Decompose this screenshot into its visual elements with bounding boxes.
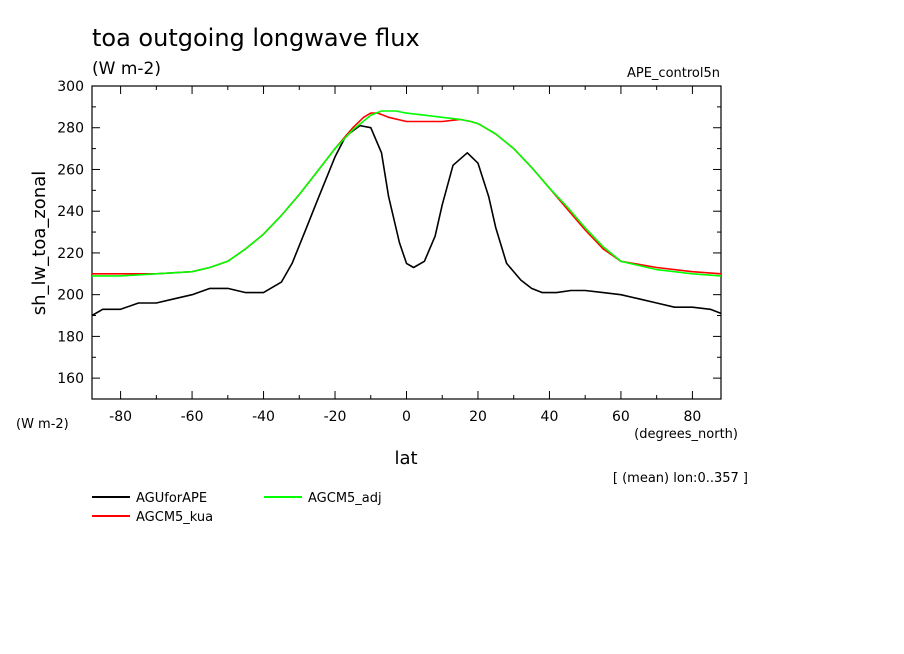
x-tick-label: -60 (181, 409, 204, 425)
x-tick-label: 40 (541, 409, 559, 425)
y-tick-label: 300 (57, 79, 84, 95)
y-tick-label: 260 (57, 162, 84, 178)
x-tick-label: -80 (109, 409, 132, 425)
plot-frame (91, 85, 722, 400)
y-axis-units: (W m-2) (16, 417, 69, 432)
chart-units: (W m-2) (92, 59, 161, 79)
y-tick-label: 200 (57, 288, 84, 304)
chart-title: toa outgoing longwave flux (92, 24, 420, 52)
x-tick-label: 60 (612, 409, 630, 425)
y-tick-label: 220 (57, 246, 84, 262)
series-line-agcm5-adj (92, 110, 722, 277)
averaging-note: [ (mean) lon:0..357 ] (613, 471, 748, 486)
legend-label-aguforape: AGUforAPE (136, 491, 207, 506)
legend-label-agcm5-kua: AGCM5_kua (136, 510, 213, 525)
series-line-agcm5-kua (92, 112, 722, 275)
series-lines (91, 110, 722, 317)
experiment-label: APE_control5n (627, 66, 720, 81)
x-axis-units: (degrees_north) (634, 427, 738, 442)
x-tick-label: 80 (683, 409, 701, 425)
y-tick-label: 240 (57, 204, 84, 220)
x-tick-label: -20 (324, 409, 347, 425)
legend: AGUforAPE AGCM5_kua AGCM5_adj (92, 491, 382, 525)
y-axis-label: sh_lw_toa_zonal (29, 171, 50, 316)
series-line-aguforape (91, 124, 722, 317)
y-tick-label: 160 (57, 371, 84, 387)
y-tick-label: 280 (57, 121, 84, 137)
legend-label-agcm5-adj: AGCM5_adj (308, 491, 382, 506)
x-tick-label: 20 (469, 409, 487, 425)
y-tick-label: 180 (57, 329, 84, 345)
x-axis-label: lat (394, 448, 417, 469)
x-tick-label: 0 (402, 409, 411, 425)
x-tick-label: -40 (252, 409, 275, 425)
axis-ticks: -80 -60 -40 -20 0 20 40 60 80 160 180 200 220 240 260 2… (57, 79, 721, 425)
